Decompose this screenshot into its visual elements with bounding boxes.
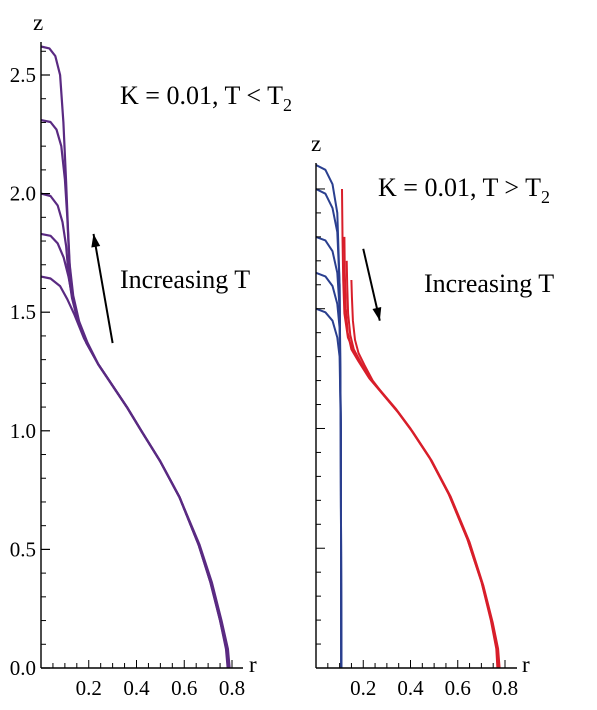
left-panel: 0.0 0.5 1.0 1.5 2.0 2.5 0.2 0.4 0.6 0.8 z r K = … <box>10 10 292 700</box>
left-y-ticks: 0.0 0.5 1.0 1.5 2.0 2.5 <box>10 50 50 680</box>
right-red-curve-3 <box>350 279 501 669</box>
left-y-tick-label-2: 1.0 <box>10 419 36 443</box>
left-curves <box>40 45 231 669</box>
right-y-axis-letter: z <box>311 131 321 156</box>
right-x-tick-label-2: 0.6 <box>445 676 471 700</box>
right-panel: 0.2 0.4 0.6 0.8 z r K = 0.01, T > T2 Increa… <box>311 131 554 700</box>
left-curve-0 <box>40 275 229 669</box>
left-curve-3 <box>40 119 231 669</box>
left-x-tick-label-0: 0.2 <box>76 676 102 700</box>
right-x-tick-label-1: 0.4 <box>397 676 424 700</box>
left-condition-text: K = 0.01, T < T <box>120 81 283 110</box>
left-curve-4 <box>40 45 231 669</box>
right-condition-text: K = 0.01, T > T <box>378 173 541 202</box>
left-x-tick-label-3: 0.8 <box>219 676 245 700</box>
left-condition-label: K = 0.01, T < T2 <box>120 81 292 115</box>
right-x-axis-letter: r <box>522 652 530 677</box>
right-arrow-head <box>372 307 382 321</box>
left-x-ticks: 0.2 0.4 0.6 0.8 <box>52 660 245 700</box>
right-condition-label: K = 0.01, T > T2 <box>378 173 550 207</box>
left-y-tick-label-0: 0.0 <box>10 656 36 680</box>
left-curve-1 <box>40 232 230 669</box>
left-trend-label: Increasing T <box>120 265 250 294</box>
right-condition-subscript: 2 <box>541 187 550 207</box>
right-red-curve-2 <box>345 260 500 669</box>
right-x-tick-label-3: 0.8 <box>492 676 518 700</box>
right-trend-label: Increasing T <box>424 269 554 298</box>
left-arrow <box>91 233 114 344</box>
left-x-tick-label-2: 0.6 <box>171 676 197 700</box>
right-blue-curve-4 <box>315 307 343 669</box>
right-y-ticks <box>316 188 325 645</box>
right-blue-curve-3 <box>315 271 343 669</box>
right-curves <box>315 164 501 669</box>
left-y-tick-label-5: 2.5 <box>10 63 36 87</box>
left-x-axis-letter: r <box>249 652 257 677</box>
left-x-tick-label-1: 0.4 <box>123 676 150 700</box>
left-arrow-head <box>91 233 101 248</box>
left-condition-subscript: 2 <box>283 95 292 115</box>
right-arrow <box>362 248 382 321</box>
right-red-curve-1 <box>343 236 500 669</box>
left-y-tick-label-1: 0.5 <box>10 537 36 561</box>
left-y-tick-label-4: 2.0 <box>10 182 36 206</box>
left-arrow-shaft <box>92 233 114 344</box>
right-x-ticks: 0.2 0.4 0.6 0.8 <box>327 660 518 700</box>
left-y-axis-letter: z <box>33 10 43 35</box>
right-x-tick-label-0: 0.2 <box>350 676 376 700</box>
left-y-tick-label-3: 1.5 <box>10 300 36 324</box>
